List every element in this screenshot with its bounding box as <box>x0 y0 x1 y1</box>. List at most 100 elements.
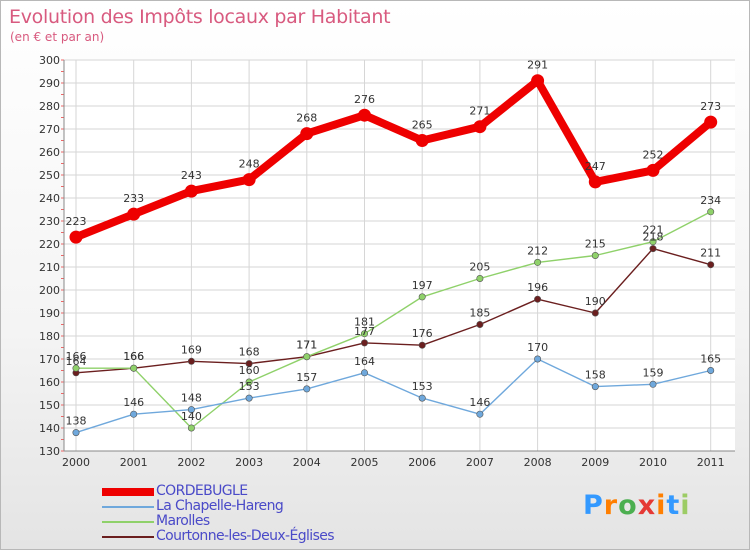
series-3-point-2011 <box>707 261 715 269</box>
logo-letter-5: t <box>666 490 681 521</box>
series-2-point-2010 <box>649 238 657 246</box>
y-tick-label-260: 260 <box>39 146 60 159</box>
series-line-1 <box>75 358 712 434</box>
legend-label-2: Marolles <box>156 513 210 529</box>
legend-swatch-0 <box>102 488 154 496</box>
data-label-0-2007: 271 <box>469 105 490 118</box>
data-label-0-2011: 273 <box>700 100 721 113</box>
legend-entry-2: Marolles <box>102 513 402 529</box>
y-tick-label-190: 190 <box>39 307 60 320</box>
series-0-point-2000 <box>69 230 83 244</box>
y-tick-label-240: 240 <box>39 192 60 205</box>
data-label-1-2008: 170 <box>527 341 548 354</box>
series-2-point-2006 <box>418 293 426 301</box>
y-tick-label-170: 170 <box>39 353 60 366</box>
logo-letter-4: i <box>656 490 667 521</box>
y-tick-label-210: 210 <box>39 261 60 274</box>
legend-entry-0: CORDEBUGLE <box>102 483 402 499</box>
data-label-2-2004: 171 <box>296 339 317 352</box>
data-label-1-2009: 158 <box>585 369 606 382</box>
y-tick-label-200: 200 <box>39 284 60 297</box>
data-label-1-2004: 157 <box>296 371 317 384</box>
data-label-3-2001: 166 <box>123 350 144 363</box>
data-label-1-2001: 146 <box>123 396 144 409</box>
series-3-point-2009 <box>591 309 599 317</box>
proxiti-logo: Proxiti <box>583 490 691 521</box>
series-1-point-2000 <box>72 429 80 437</box>
data-label-1-2010: 159 <box>643 366 664 379</box>
series-2-point-2003 <box>245 378 253 386</box>
data-label-1-2006: 153 <box>412 380 433 393</box>
series-3-point-2002 <box>187 357 195 365</box>
data-label-3-2007: 185 <box>469 307 490 320</box>
series-2-point-2001 <box>130 364 138 372</box>
x-tick-label-2000: 2000 <box>62 456 90 469</box>
x-tick-label-2004: 2004 <box>293 456 321 469</box>
series-2-point-2011 <box>707 208 715 216</box>
data-label-2-2005: 181 <box>354 316 375 329</box>
data-label-3-2009: 190 <box>585 295 606 308</box>
y-tick-label-180: 180 <box>39 330 60 343</box>
logo-letter-2: o <box>618 490 638 521</box>
data-label-0-2005: 276 <box>354 93 375 106</box>
series-line-2 <box>75 211 712 429</box>
data-label-3-2002: 169 <box>181 343 202 356</box>
legend-entry-1: La Chapelle-Hareng <box>102 498 402 514</box>
legend: CORDEBUGLE La Chapelle-Hareng Marolles Cour… <box>102 483 402 544</box>
legend-swatch-3 <box>102 536 154 538</box>
series-2-point-2007 <box>476 274 484 282</box>
data-labels-layer: 223 233 243 248 268 276 265 271 291 247 252 273 138 1… <box>66 59 722 428</box>
series-2-point-2009 <box>591 252 599 260</box>
data-label-3-2003: 168 <box>239 346 260 359</box>
axes: 130 140 150 160 170 180 190 200 210 220 230 240 250 2… <box>39 54 735 469</box>
data-label-3-2006: 176 <box>412 327 433 340</box>
data-label-2-2006: 197 <box>412 279 433 292</box>
x-tick-label-2007: 2007 <box>466 456 494 469</box>
data-label-1-2011: 165 <box>700 353 721 366</box>
data-label-0-2009: 247 <box>585 160 606 173</box>
chart-subtitle: (en € et par an) <box>10 30 105 44</box>
series-1-point-2009 <box>591 383 599 391</box>
y-tick-label-290: 290 <box>39 77 60 90</box>
data-label-2-2007: 205 <box>469 261 490 274</box>
data-label-0-2000: 223 <box>66 215 87 228</box>
data-label-0-2006: 265 <box>412 119 433 132</box>
y-tick-label-300: 300 <box>39 54 60 67</box>
series-1-point-2002 <box>187 406 195 414</box>
series-1-point-2006 <box>418 394 426 402</box>
chart-title: Evolution des Impôts locaux par Habitant <box>9 6 391 28</box>
series-0-point-2006 <box>415 134 429 147</box>
data-label-0-2002: 243 <box>181 169 202 182</box>
logo-letter-1: r <box>603 490 619 521</box>
data-label-0-2001: 233 <box>123 192 144 205</box>
series-2-point-2005 <box>360 330 368 338</box>
series-line-3 <box>75 247 712 374</box>
data-label-3-2004: 171 <box>296 339 317 352</box>
y-tick-label-160: 160 <box>39 376 60 389</box>
x-tick-label-2010: 2010 <box>639 456 667 469</box>
y-tick-label-270: 270 <box>39 123 60 136</box>
series-3-point-2005 <box>360 339 368 347</box>
series-1-point-2003 <box>245 394 253 402</box>
x-tick-label-2003: 2003 <box>235 456 263 469</box>
data-label-2-2000: 166 <box>66 350 87 363</box>
x-tick-label-2011: 2011 <box>697 456 725 469</box>
series-1-point-2010 <box>649 380 657 388</box>
data-label-2-2008: 212 <box>527 244 548 257</box>
series-0-point-2008 <box>531 74 545 88</box>
x-tick-label-2006: 2006 <box>408 456 436 469</box>
series-0-point-2007 <box>473 120 487 134</box>
series-1-point-2011 <box>707 366 715 374</box>
series-3-point-2010 <box>649 245 657 253</box>
data-label-2-2003: 160 <box>239 364 260 377</box>
series-1-point-2001 <box>130 410 138 418</box>
legend-label-3: Courtonne-les-Deux-Églises <box>156 528 335 544</box>
data-label-3-2010: 218 <box>643 231 664 244</box>
data-label-3-2005: 177 <box>354 325 375 338</box>
series-0-point-2001 <box>127 207 141 221</box>
y-tick-label-140: 140 <box>39 422 60 435</box>
legend-swatch-1 <box>102 506 154 508</box>
data-label-1-2003: 153 <box>239 380 260 393</box>
